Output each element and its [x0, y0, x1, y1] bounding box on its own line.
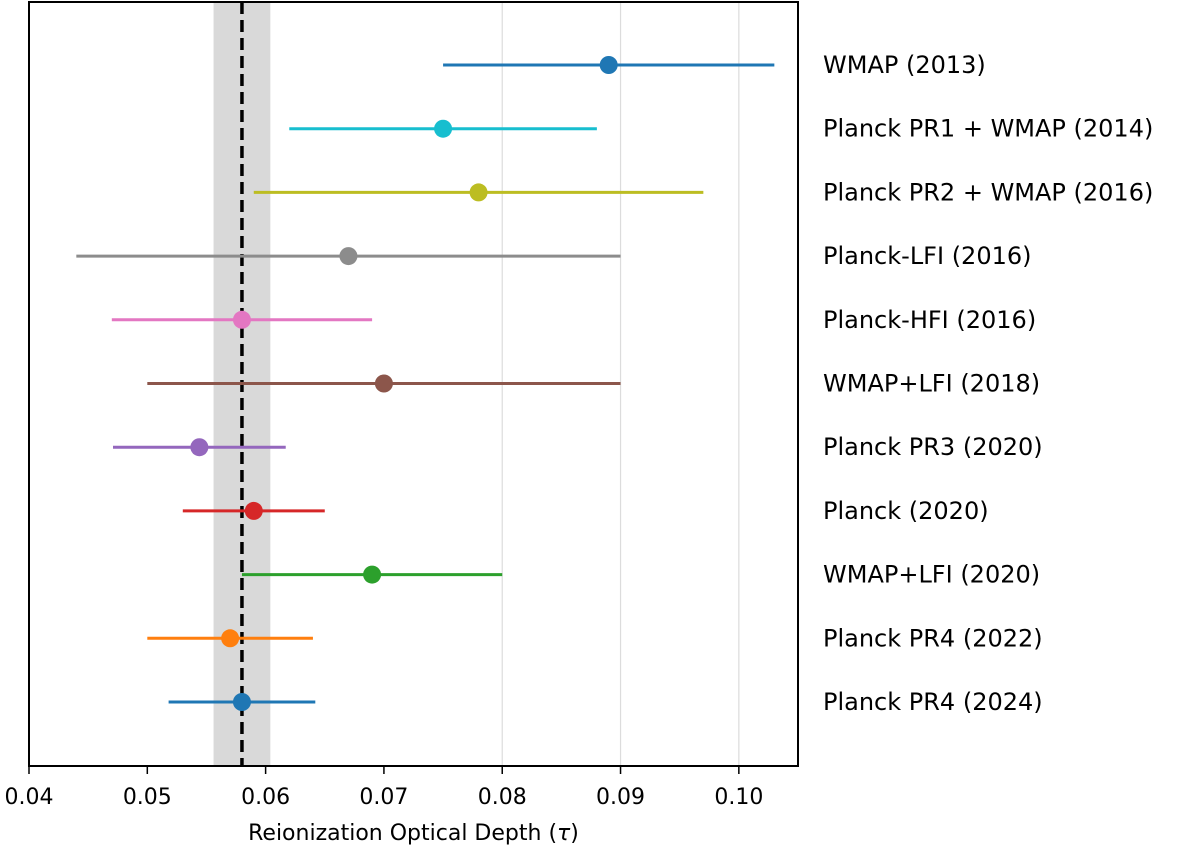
- row-label-2: Planck PR2 + WMAP (2016): [823, 178, 1153, 206]
- row-label-9: Planck PR4 (2022): [823, 624, 1043, 652]
- x-axis-title-symbol: τ: [557, 821, 571, 846]
- measurement-row-2: [253, 183, 704, 202]
- x-tick-label-0: 0.04: [5, 785, 54, 810]
- data-point-6: [190, 438, 209, 457]
- plot-frame-layer: [28, 1, 799, 767]
- row-label-8: WMAP+LFI (2020): [823, 561, 1040, 589]
- row-label-1: Planck PR1 + WMAP (2014): [823, 115, 1153, 143]
- x-tick-label-5: 0.09: [596, 785, 645, 810]
- data-point-10: [232, 693, 251, 711]
- data-point-4: [232, 310, 251, 329]
- x-tick-label-4: 0.08: [478, 785, 527, 810]
- x-axis-title-prefix: Reionization Optical Depth (: [248, 821, 557, 846]
- x-tick-label-6: 0.10: [714, 785, 763, 810]
- row-label-0: WMAP (2013): [823, 51, 986, 79]
- measurement-row-8: [241, 565, 503, 584]
- measurement-row-10: [168, 693, 316, 711]
- x-tick-label-1: 0.05: [123, 785, 172, 810]
- plot-frame: [28, 1, 799, 767]
- measurement-row-4: [111, 310, 373, 329]
- measurement-row-0: [443, 56, 775, 74]
- data-point-1: [434, 119, 453, 138]
- row-label-7: Planck (2020): [823, 497, 989, 525]
- x-tick-label-2: 0.06: [241, 785, 290, 810]
- data-point-7: [244, 501, 263, 520]
- data-point-5: [374, 374, 393, 393]
- data-point-8: [363, 565, 382, 584]
- row-label-3: Planck-LFI (2016): [823, 242, 1032, 270]
- x-axis-title-suffix: ): [570, 821, 579, 846]
- data-point-2: [469, 183, 488, 202]
- row-label-4: Planck-HFI (2016): [823, 306, 1036, 334]
- measurement-row-5: [147, 374, 621, 393]
- x-tick-label-3: 0.07: [359, 785, 408, 810]
- measurement-row-3: [76, 247, 621, 266]
- row-labels: WMAP (2013) Planck PR1 + WMAP (2014) Planc…: [823, 51, 1153, 716]
- row-label-5: WMAP+LFI (2018): [823, 370, 1040, 398]
- measurement-row-9: [147, 629, 313, 648]
- data-point-3: [339, 247, 358, 266]
- row-label-10: Planck PR4 (2024): [823, 688, 1043, 716]
- data-point-9: [221, 629, 240, 648]
- data-point-0: [599, 56, 618, 74]
- measurements-layer: [76, 56, 775, 711]
- measurement-row-7: [182, 501, 325, 520]
- row-label-6: Planck PR3 (2020): [823, 433, 1043, 461]
- x-axis-title: Reionization Optical Depth (τ): [248, 821, 579, 846]
- measurement-row-6: [112, 438, 286, 457]
- measurement-row-1: [289, 119, 597, 138]
- x-axis: 0.04 0.05 0.06 0.07 0.08 0.09 0.10: [5, 766, 763, 810]
